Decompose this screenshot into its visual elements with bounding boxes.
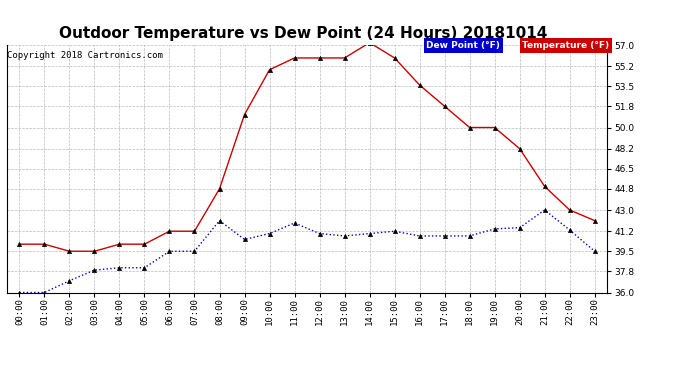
Text: Copyright 2018 Cartronics.com: Copyright 2018 Cartronics.com: [7, 51, 163, 60]
Text: Dew Point (°F): Dew Point (°F): [426, 41, 500, 50]
Text: Outdoor Temperature vs Dew Point (24 Hours) 20181014: Outdoor Temperature vs Dew Point (24 Hou…: [59, 26, 548, 41]
Text: Temperature (°F): Temperature (°F): [522, 41, 609, 50]
